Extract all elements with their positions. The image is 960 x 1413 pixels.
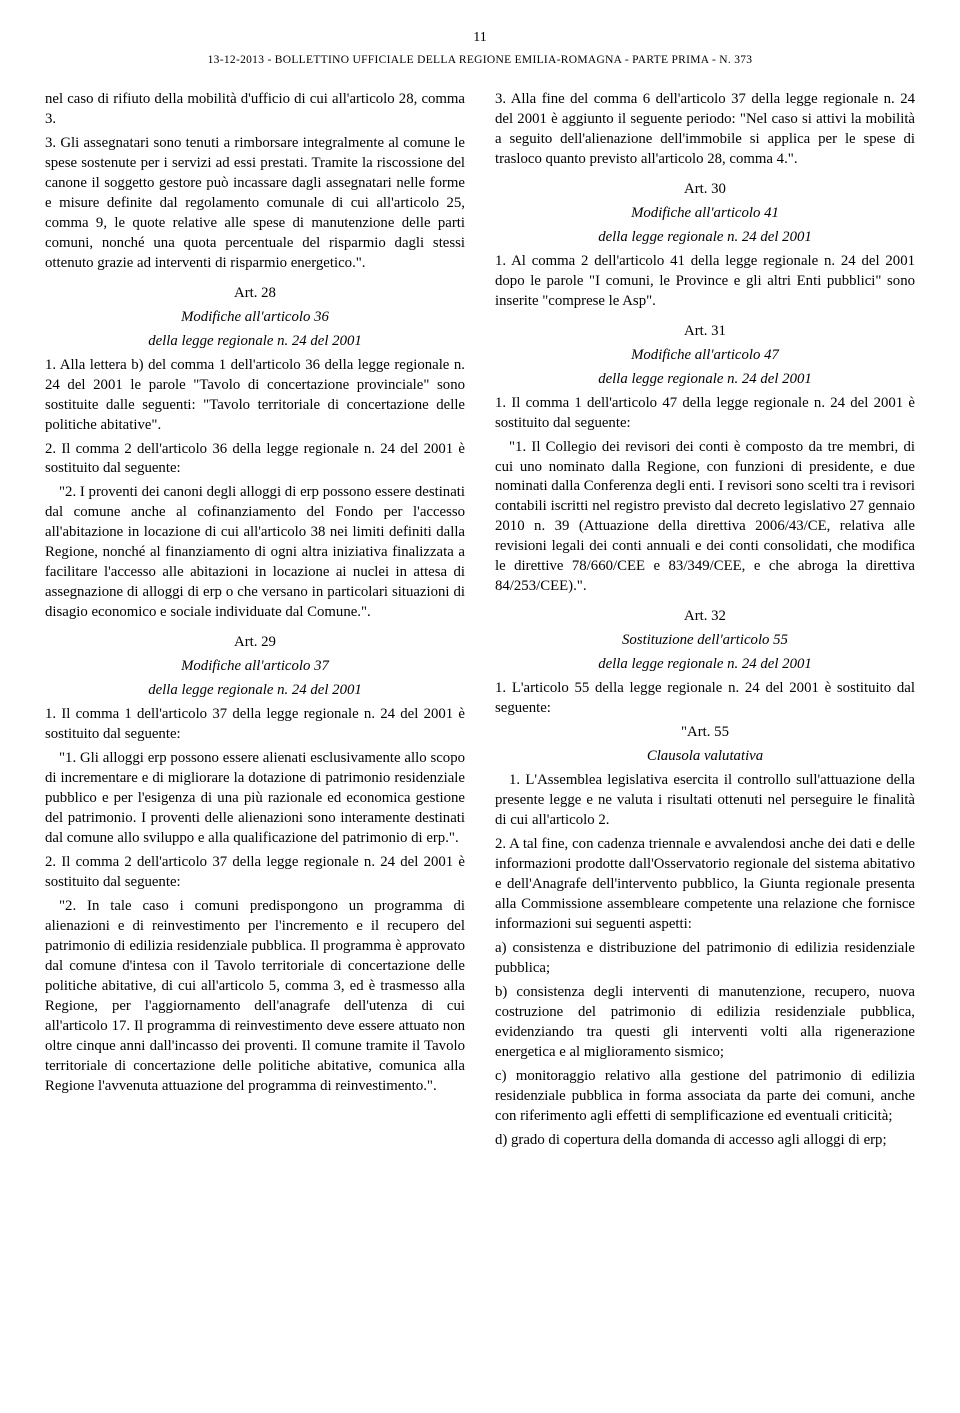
article-subtitle: della legge regionale n. 24 del 2001: [495, 228, 915, 248]
body-text: "2. In tale caso i comuni predispongono …: [45, 897, 465, 1097]
article-subtitle: della legge regionale n. 24 del 2001: [45, 332, 465, 352]
body-text: 1. Al comma 2 dell'articolo 41 della leg…: [495, 252, 915, 312]
article-subtitle: della legge regionale n. 24 del 2001: [45, 681, 465, 701]
list-item: a) consistenza e distribuzione del patri…: [495, 939, 915, 979]
body-text: 1. Il comma 1 dell'articolo 47 della leg…: [495, 394, 915, 434]
article-subtitle: Modifiche all'articolo 37: [45, 657, 465, 677]
body-text: 1. Alla lettera b) del comma 1 dell'arti…: [45, 356, 465, 436]
article-title: Art. 32: [495, 607, 915, 627]
body-text: nel caso di rifiuto della mobilità d'uff…: [45, 90, 465, 130]
article-title: Art. 30: [495, 180, 915, 200]
body-text: "2. I proventi dei canoni degli alloggi …: [45, 483, 465, 623]
body-text: 3. Gli assegnatari sono tenuti a rimbors…: [45, 134, 465, 274]
article-title: Art. 31: [495, 322, 915, 342]
body-text: 1. L'Assemblea legislativa esercita il c…: [495, 771, 915, 831]
article-subtitle: della legge regionale n. 24 del 2001: [495, 370, 915, 390]
list-item: b) consistenza degli interventi di manut…: [495, 983, 915, 1063]
body-text: 2. Il comma 2 dell'articolo 36 della leg…: [45, 440, 465, 480]
body-text: 3. Alla fine del comma 6 dell'articolo 3…: [495, 90, 915, 170]
body-text: 2. A tal fine, con cadenza triennale e a…: [495, 835, 915, 935]
body-text: 2. Il comma 2 dell'articolo 37 della leg…: [45, 853, 465, 893]
list-item: d) grado di copertura della domanda di a…: [495, 1131, 915, 1151]
quoted-article-subtitle: Clausola valutativa: [495, 747, 915, 767]
header-line: 13-12-2013 - BOLLETTINO UFFICIALE DELLA …: [45, 54, 915, 66]
body-text: "1. Gli alloggi erp possono essere alien…: [45, 749, 465, 849]
article-subtitle: Modifiche all'articolo 47: [495, 346, 915, 366]
body-text: "1. Il Collegio dei revisori dei conti è…: [495, 438, 915, 598]
quoted-article-title: "Art. 55: [495, 723, 915, 743]
page-number: 11: [45, 30, 915, 46]
article-subtitle: Modifiche all'articolo 36: [45, 308, 465, 328]
article-title: Art. 29: [45, 633, 465, 653]
body-text: 1. Il comma 1 dell'articolo 37 della leg…: [45, 705, 465, 745]
article-subtitle: della legge regionale n. 24 del 2001: [495, 655, 915, 675]
list-item: c) monitoraggio relativo alla gestione d…: [495, 1067, 915, 1127]
body-text: 1. L'articolo 55 della legge regionale n…: [495, 679, 915, 719]
article-subtitle: Sostituzione dell'articolo 55: [495, 631, 915, 651]
left-column: nel caso di rifiuto della mobilità d'uff…: [45, 90, 465, 1155]
content-columns: nel caso di rifiuto della mobilità d'uff…: [45, 90, 915, 1155]
right-column: 3. Alla fine del comma 6 dell'articolo 3…: [495, 90, 915, 1155]
article-subtitle: Modifiche all'articolo 41: [495, 204, 915, 224]
article-title: Art. 28: [45, 284, 465, 304]
